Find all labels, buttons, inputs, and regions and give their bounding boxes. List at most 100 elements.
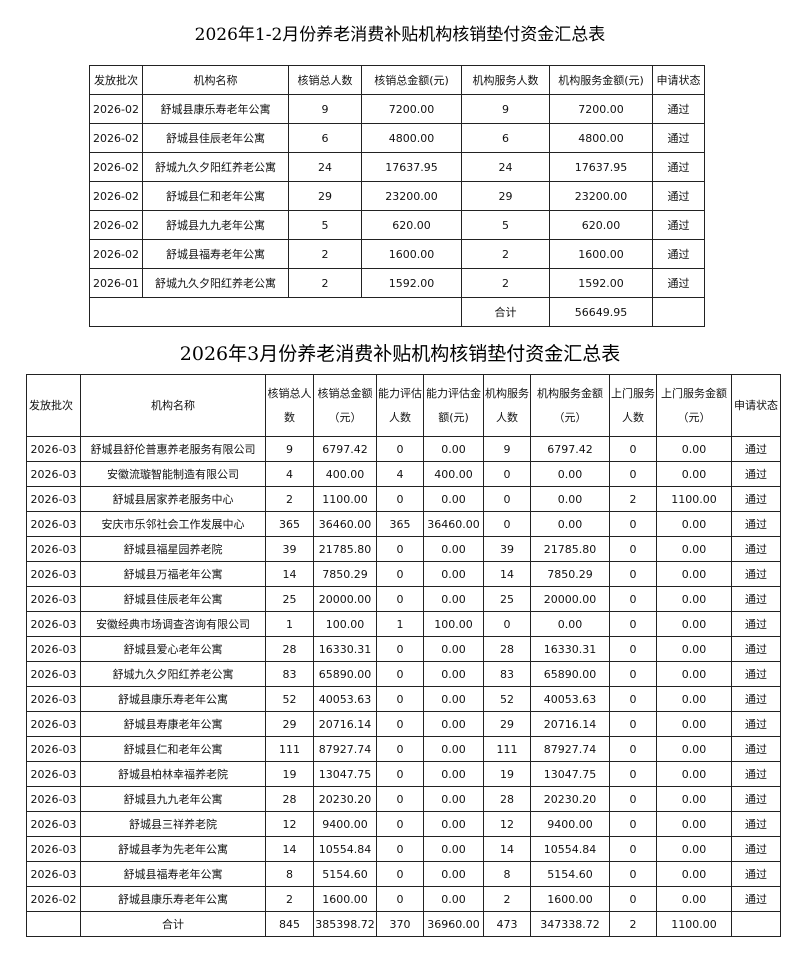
total-row-cell (26, 911, 81, 937)
table-row-cell: 17637.95 (549, 152, 653, 182)
table-row-cell: 0 (376, 861, 424, 887)
table-row-cell: 0.00 (656, 586, 732, 612)
table-row-cell: 2026-03 (26, 786, 81, 812)
table-row-cell: 65890.00 (530, 661, 610, 687)
table-row: 2026-03 舒城县仁和老年公寓 111 87927.74 0 0.00 111 87927… (26, 736, 781, 762)
table-row-cell: 2026-03 (26, 811, 81, 837)
table-row-cell: 0.00 (423, 561, 484, 587)
table-row-cell: 2026-02 (89, 123, 143, 153)
table-row-cell: 24 (288, 152, 362, 182)
table-row-cell: 0.00 (656, 836, 732, 862)
table-row-cell: 通过 (731, 611, 781, 637)
table-row-cell: 0.00 (530, 511, 610, 537)
table-row-cell: 0 (609, 561, 657, 587)
table-row-cell: 12 (265, 811, 314, 837)
table-row-cell: 0 (609, 536, 657, 562)
table-row-cell: 舒城县舒伦普惠养老服务有限公司 (80, 436, 266, 462)
table-row-cell: 29 (461, 181, 550, 211)
table1-title: 2026年1-2月份养老消费补贴机构核销垫付资金汇总表 (194, 25, 606, 45)
table-row-cell: 通过 (652, 123, 705, 153)
table-row-cell: 100.00 (313, 611, 377, 637)
table-row-cell: 52 (265, 686, 314, 712)
table-row-cell: 舒城九久夕阳红养老公寓 (80, 661, 266, 687)
table-row-cell: 0 (483, 511, 531, 537)
table-row-cell: 0.00 (656, 436, 732, 462)
table-row-cell: 舒城县福寿老年公寓 (142, 239, 289, 269)
table-row-cell: 通过 (731, 886, 781, 912)
table-row-cell: 5154.60 (530, 861, 610, 887)
table-row: 2026-03 舒城县爱心老年公寓 28 16330.31 0 0.00 28 16330.3… (26, 636, 781, 662)
table-row: 2026-02 舒城县佳辰老年公寓 6 4800.00 6 4800.00 通过 (89, 123, 705, 153)
table-row-cell: 29 (483, 711, 531, 737)
table-row-cell: 0 (609, 436, 657, 462)
table-row-cell: 安徽流璇智能制造有限公司 (80, 461, 266, 487)
table-row-cell: 0.00 (656, 761, 732, 787)
table-row-cell: 0.00 (656, 561, 732, 587)
table-row-cell: 2026-03 (26, 686, 81, 712)
total-row-cell: 2 (609, 911, 657, 937)
table-row-cell: 2026-03 (26, 611, 81, 637)
table-row-cell: 通过 (731, 436, 781, 462)
table-row-cell: 28 (483, 786, 531, 812)
table-row-cell: 舒城县九九老年公寓 (142, 210, 289, 240)
table-row-cell: 通过 (652, 210, 705, 240)
table-row-cell: 通过 (731, 686, 781, 712)
table-row-cell: 20000.00 (313, 586, 377, 612)
table-row-cell: 0 (609, 586, 657, 612)
table-row-cell: 0 (483, 611, 531, 637)
table-row-cell: 通过 (731, 561, 781, 587)
table-row-cell: 2026-03 (26, 461, 81, 487)
table-row-cell: 2 (288, 239, 362, 269)
table-row-cell: 23200.00 (361, 181, 462, 211)
table-row-cell: 0 (376, 836, 424, 862)
table-row-cell: 2026-02 (89, 94, 143, 124)
table-row-cell: 7200.00 (549, 94, 653, 124)
table-row-cell: 舒城九久夕阳红养老公寓 (142, 152, 289, 182)
table1-jan-feb-summary: 发放批次 机构名称 核销总人数 核销总金额(元) 机构服务人数 机构服务金额(元) 申请状态… (89, 65, 705, 327)
table-row-cell: 通过 (731, 836, 781, 862)
table-row-cell: 0.00 (656, 661, 732, 687)
table-row-cell: 4 (265, 461, 314, 487)
table-row-cell: 14 (483, 836, 531, 862)
table-row-cell: 0 (609, 861, 657, 887)
table-row-cell: 通过 (731, 511, 781, 537)
table-row-cell: 0.00 (530, 486, 610, 512)
table-row-cell: 8 (265, 861, 314, 887)
table-row-cell: 通过 (731, 736, 781, 762)
table-row-cell: 9400.00 (313, 811, 377, 837)
table-row: 2026-03 舒城县寿康老年公寓 29 20716.14 0 0.00 29 20716.1… (26, 711, 781, 737)
table-row-cell: 2026-03 (26, 661, 81, 687)
table-row-cell: 0.00 (423, 736, 484, 762)
table-row-cell: 19 (483, 761, 531, 787)
table-row-cell: 2026-03 (26, 511, 81, 537)
table-row-cell: 111 (265, 736, 314, 762)
table-row: 2026-03 舒城县居家养老服务中心 2 1100.00 0 0.00 0 0.00 2 110… (26, 486, 781, 512)
table-row-cell: 0 (376, 686, 424, 712)
table-row-cell: 舒城县仁和老年公寓 (142, 181, 289, 211)
table-row: 2026-03 舒城县福寿老年公寓 8 5154.60 0 0.00 8 5154.60 0 0.… (26, 861, 781, 887)
table-header-row-cell: 机构服务金额（元） (530, 374, 610, 437)
table-row-cell: 20230.20 (530, 786, 610, 812)
table-header-row-cell: 机构服务人数 (461, 65, 550, 95)
table-row-cell: 6797.42 (313, 436, 377, 462)
table-row-cell: 87927.74 (530, 736, 610, 762)
table-row-cell: 365 (265, 511, 314, 537)
table-row-cell: 5 (288, 210, 362, 240)
total-row-cell: 473 (483, 911, 531, 937)
table-row-cell: 通过 (731, 461, 781, 487)
table-row-cell: 0.00 (423, 661, 484, 687)
table-row-cell: 19 (265, 761, 314, 787)
table-row-cell: 0.00 (423, 486, 484, 512)
table-row-cell: 40053.63 (530, 686, 610, 712)
table-row-cell: 2026-01 (89, 268, 143, 298)
table-row-cell: 28 (265, 786, 314, 812)
table-row-cell: 25 (265, 586, 314, 612)
table-row: 2026-03 舒城县九九老年公寓 28 20230.20 0 0.00 28 20230.2… (26, 786, 781, 812)
table-row-cell: 4 (376, 461, 424, 487)
table-row-cell: 14 (265, 561, 314, 587)
table-row-cell: 0.00 (423, 636, 484, 662)
table-row-cell: 0.00 (656, 636, 732, 662)
table-row: 2026-02 舒城县康乐寿老年公寓 2 1600.00 0 0.00 2 1600.00 0 0… (26, 886, 781, 912)
table-row-cell: 24 (461, 152, 550, 182)
table-row-cell: 2026-02 (89, 181, 143, 211)
